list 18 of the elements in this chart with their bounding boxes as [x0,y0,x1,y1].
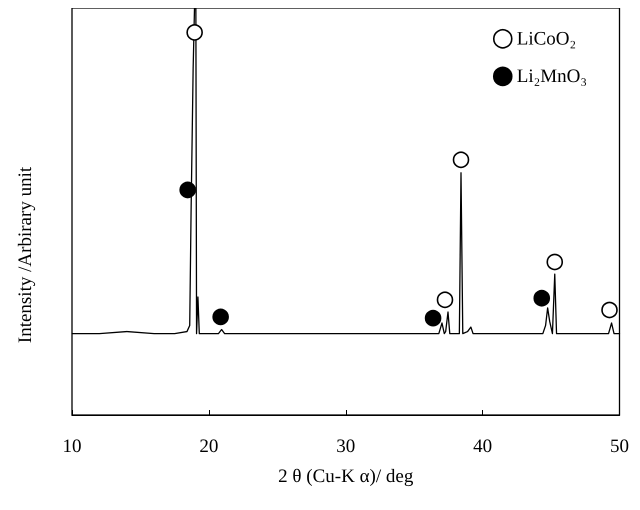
x-tick-label: 50 [610,436,629,457]
point [179,182,196,198]
point [436,292,454,308]
point [533,290,550,306]
point [452,152,470,168]
point [424,310,442,326]
legend-label: Li₂MnO₃ [516,66,587,87]
point [601,302,618,318]
legend-label: LiCoO₂ [516,28,576,50]
x-tick-label: 30 [336,436,356,457]
x-axis-title: 2 θ (Cu-K α)/ deg [278,466,414,487]
point [212,308,229,326]
point [546,254,564,270]
x-tick-label: 20 [199,436,218,457]
point [186,24,203,41]
x-tick-label: 40 [473,436,492,457]
x-tick-label: 10 [62,436,82,457]
y-axis-title: Intensity /Arbirary unit [15,166,36,344]
